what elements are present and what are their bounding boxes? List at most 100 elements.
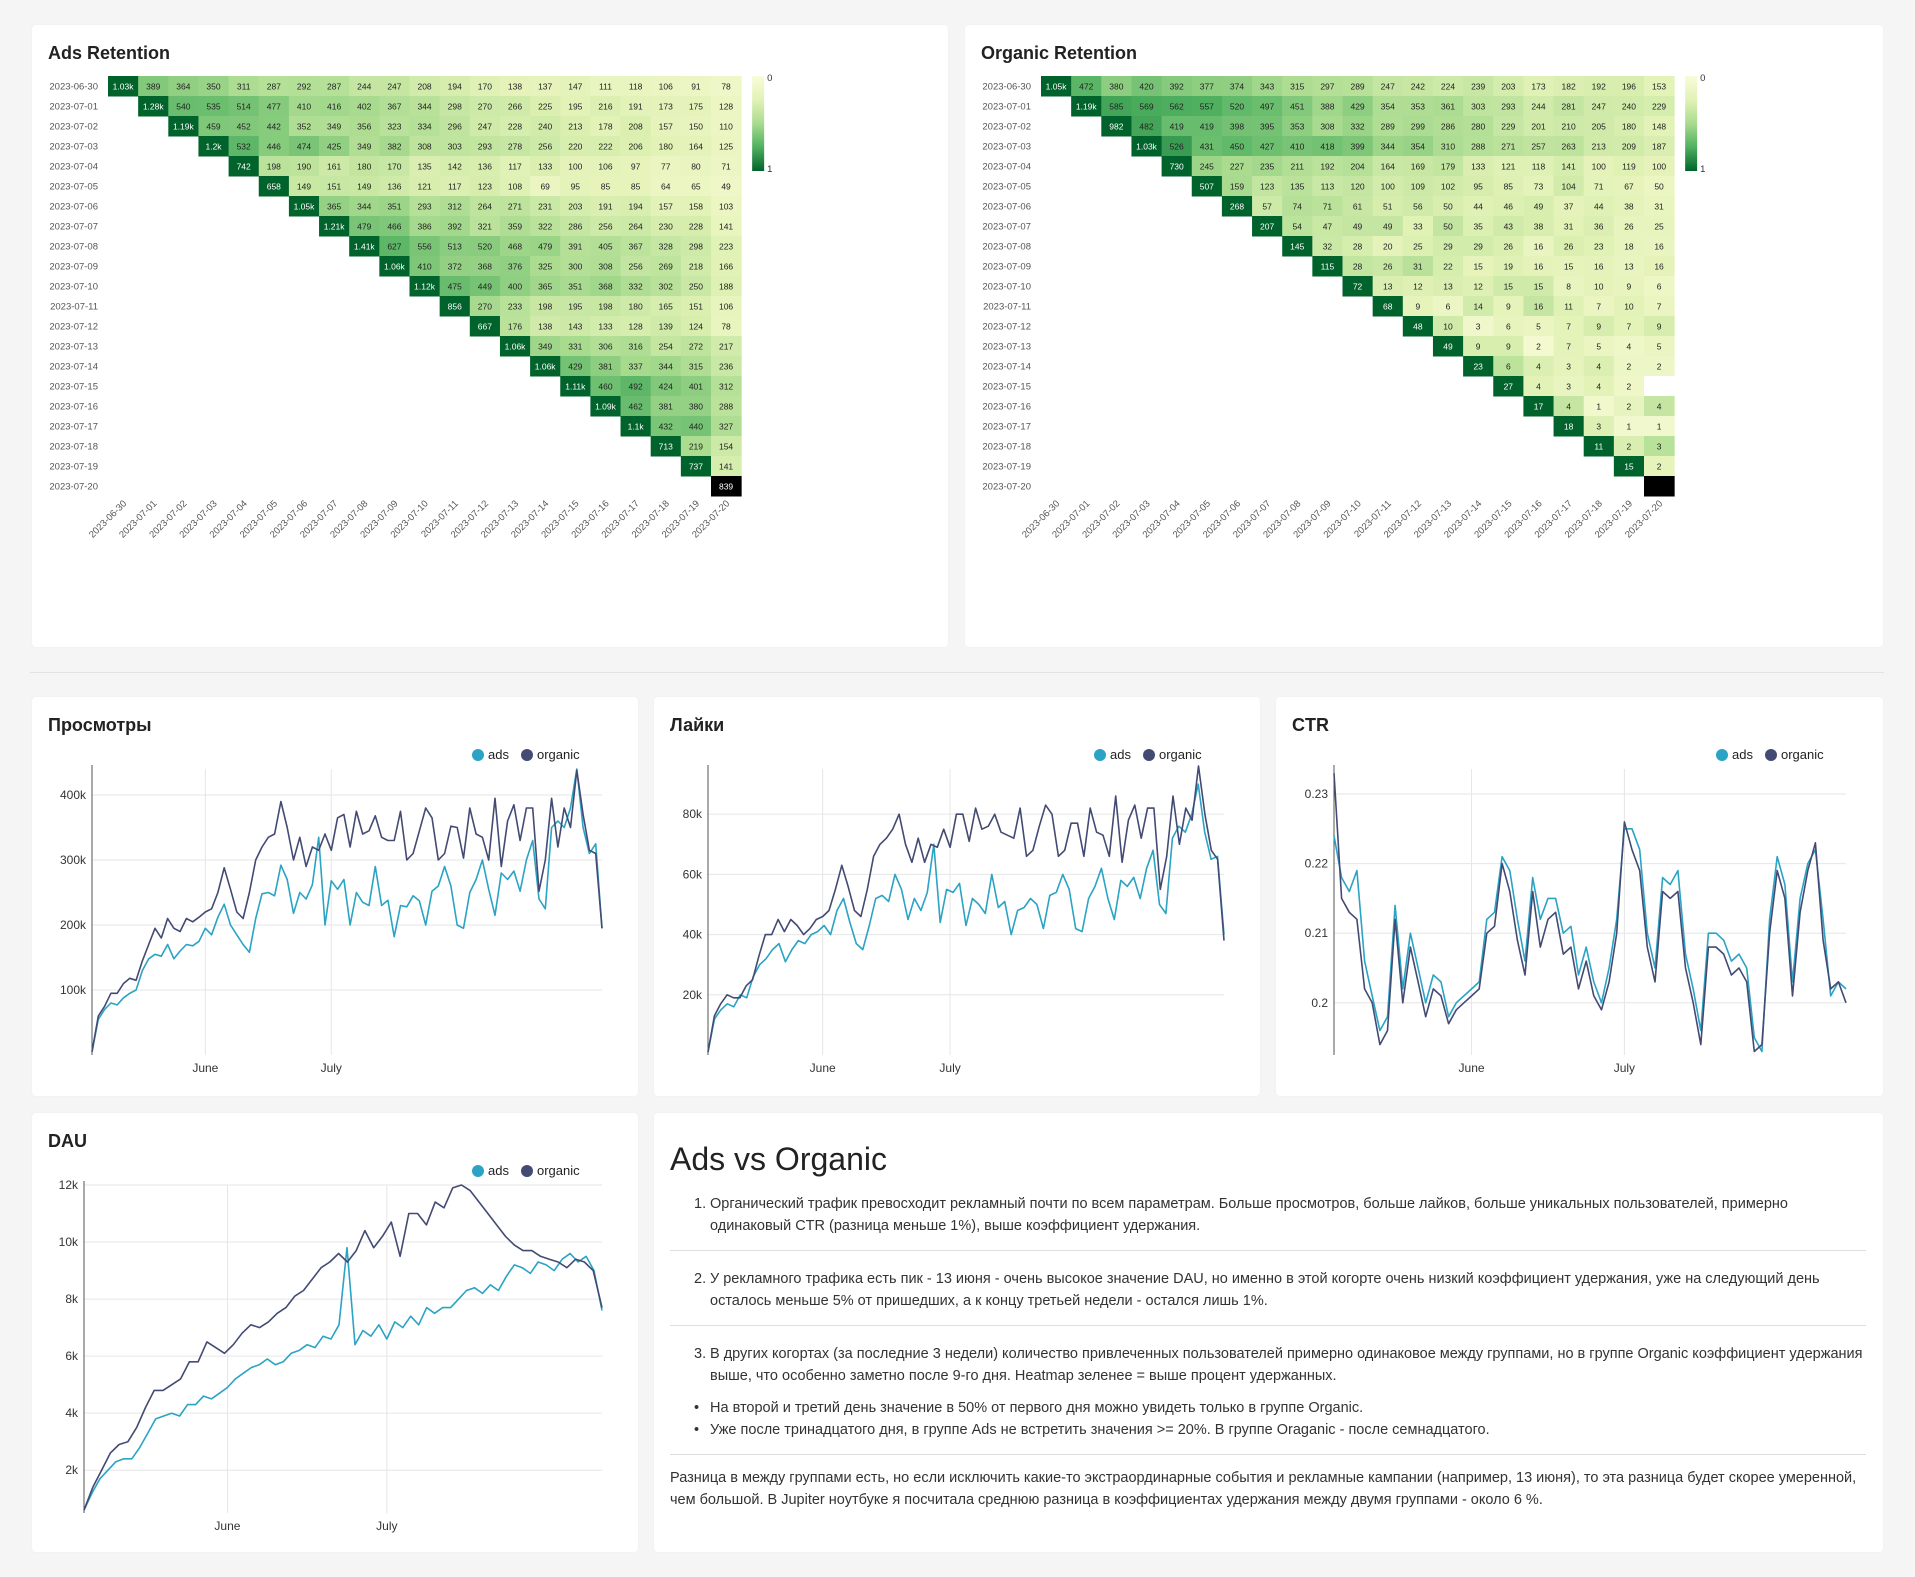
heatmap-cell[interactable] (530, 76, 561, 97)
heatmap-cell[interactable] (680, 136, 712, 157)
heatmap-cell[interactable] (1071, 76, 1102, 97)
heatmap-cell[interactable] (1493, 376, 1524, 397)
heatmap-cell[interactable] (1523, 136, 1555, 157)
heatmap-cell[interactable] (409, 276, 441, 297)
heatmap-cell[interactable] (1221, 96, 1253, 117)
heatmap-cell[interactable] (288, 76, 320, 97)
heatmap-cell[interactable] (1432, 96, 1464, 117)
heatmap-cell[interactable] (711, 216, 742, 237)
heatmap-cell[interactable] (499, 136, 531, 157)
heatmap-cell[interactable] (1312, 116, 1343, 137)
heatmap-cell[interactable] (1282, 136, 1313, 157)
heatmap-cell[interactable] (1613, 316, 1645, 337)
heatmap-cell[interactable] (650, 156, 682, 177)
heatmap-cell[interactable] (530, 116, 561, 137)
heatmap-cell[interactable] (560, 276, 591, 297)
heatmap-cell[interactable] (379, 256, 410, 277)
heatmap-cell[interactable] (1583, 336, 1615, 357)
heatmap-cell[interactable] (1553, 96, 1585, 117)
views-line-chart[interactable]: 100k 200k 300k 400k June July (32, 697, 638, 1096)
heatmap-cell[interactable] (1523, 336, 1555, 357)
heatmap-cell[interactable] (1644, 296, 1675, 317)
heatmap-cell[interactable] (650, 376, 682, 397)
heatmap-cell[interactable] (590, 356, 622, 377)
heatmap-cell[interactable] (711, 116, 742, 137)
heatmap-cell[interactable] (680, 316, 712, 337)
heatmap-cell[interactable] (1644, 216, 1675, 237)
heatmap-cell[interactable] (1342, 136, 1374, 157)
heatmap-cell[interactable] (530, 176, 561, 197)
likes-line-chart[interactable]: 20k 40k 60k 80k June July (654, 697, 1260, 1096)
heatmap-cell[interactable] (1342, 196, 1374, 217)
heatmap-cell[interactable] (499, 216, 531, 237)
organic-retention-heatmap[interactable]: 1.05k 472 380 420 392 377 374 343 315 297 289 247 24… (965, 25, 1883, 647)
heatmap-cell[interactable] (1553, 76, 1585, 97)
heatmap-cell[interactable] (469, 136, 501, 157)
heatmap-cell[interactable] (560, 156, 591, 177)
heatmap-cell[interactable] (1493, 316, 1524, 337)
heatmap-cell[interactable] (711, 76, 742, 97)
heatmap-cell[interactable] (1553, 236, 1585, 257)
heatmap-cell[interactable] (228, 76, 260, 97)
series-line-ads[interactable] (707, 783, 1225, 1053)
heatmap-cell[interactable] (1613, 216, 1645, 237)
heatmap-cell[interactable] (258, 136, 290, 157)
heatmap-cell[interactable] (379, 176, 410, 197)
heatmap-cell[interactable] (560, 216, 591, 237)
heatmap-cell[interactable] (590, 76, 622, 97)
heatmap-cell[interactable] (1644, 396, 1675, 417)
heatmap-cell[interactable] (1342, 256, 1374, 277)
heatmap-cell[interactable] (379, 216, 410, 237)
heatmap-cell[interactable] (1342, 236, 1374, 257)
heatmap-cell[interactable] (620, 176, 652, 197)
heatmap-cell[interactable] (349, 76, 380, 97)
heatmap-cell[interactable] (1644, 356, 1675, 377)
heatmap-cell[interactable] (409, 176, 441, 197)
heatmap-cell[interactable] (288, 136, 320, 157)
heatmap-cell[interactable] (499, 336, 531, 357)
heatmap-cell[interactable] (1523, 356, 1555, 377)
heatmap-cell[interactable] (1493, 356, 1524, 377)
heatmap-cell[interactable] (530, 276, 561, 297)
heatmap-cell[interactable] (650, 116, 682, 137)
heatmap-cell[interactable] (1372, 216, 1404, 237)
heatmap-cell[interactable] (530, 216, 561, 237)
heatmap-cell[interactable] (1191, 136, 1223, 157)
heatmap-cell[interactable] (1613, 456, 1645, 477)
series-line-organic[interactable] (1333, 773, 1847, 1053)
heatmap-cell[interactable] (379, 136, 410, 157)
heatmap-cell[interactable] (288, 96, 320, 117)
heatmap-cell[interactable] (1252, 156, 1283, 177)
heatmap-cell[interactable] (379, 96, 410, 117)
heatmap-cell[interactable] (530, 236, 561, 257)
series-line-ads[interactable] (83, 1246, 603, 1511)
heatmap-cell[interactable] (590, 216, 622, 237)
heatmap-cell[interactable] (1523, 256, 1555, 277)
heatmap-cell[interactable] (620, 76, 652, 97)
heatmap-cell[interactable] (530, 336, 561, 357)
heatmap-cell[interactable] (439, 296, 471, 317)
heatmap-cell[interactable] (1553, 256, 1585, 277)
heatmap-cell[interactable] (530, 196, 561, 217)
heatmap-cell[interactable] (1161, 156, 1193, 177)
heatmap-cell[interactable] (680, 216, 712, 237)
heatmap-cell[interactable] (1583, 316, 1615, 337)
heatmap-cell[interactable] (499, 196, 531, 217)
heatmap-cell[interactable] (1312, 176, 1343, 197)
legend-ads[interactable]: ads (472, 1163, 509, 1178)
heatmap-cell[interactable] (590, 236, 622, 257)
legend-organic[interactable]: organic (520, 747, 580, 762)
heatmap-cell[interactable] (1312, 96, 1343, 117)
heatmap-cell[interactable] (1432, 76, 1464, 97)
heatmap-cell[interactable] (319, 76, 350, 97)
heatmap-cell[interactable] (530, 256, 561, 277)
heatmap-cell[interactable] (1312, 136, 1343, 157)
heatmap-cell[interactable] (1493, 116, 1524, 137)
heatmap-cell[interactable] (1583, 296, 1615, 317)
heatmap-cell[interactable] (349, 156, 380, 177)
legend-ads[interactable]: ads (1094, 747, 1131, 762)
heatmap-cell[interactable] (409, 156, 441, 177)
heatmap-cell[interactable] (650, 76, 682, 97)
heatmap-cell[interactable] (590, 396, 622, 417)
heatmap-cell[interactable] (1101, 76, 1132, 97)
